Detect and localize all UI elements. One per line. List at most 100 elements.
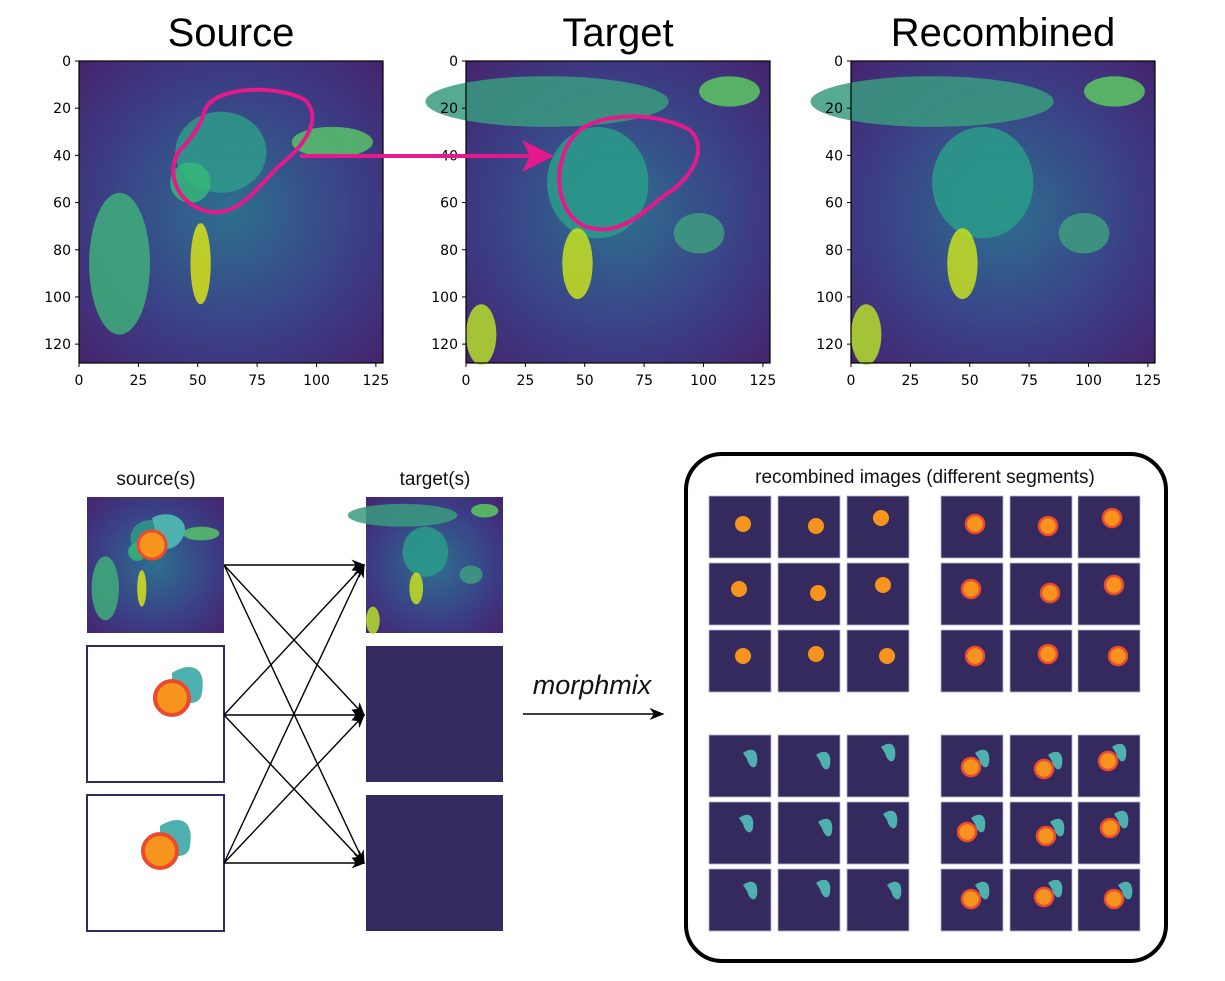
y-tick-label: 60 — [53, 196, 71, 212]
segment-circle — [1039, 582, 1061, 604]
axes-frame — [465, 60, 771, 364]
recombined-tile — [1077, 801, 1141, 865]
plot-title: Source — [168, 11, 295, 55]
y-tick-label: 0 — [834, 54, 843, 70]
recombined-tile — [846, 801, 910, 865]
mapping-arrow — [223, 563, 365, 716]
recombined-tile — [708, 629, 772, 693]
recombined-tile — [1009, 868, 1073, 932]
x-tick-label: 125 — [750, 373, 777, 389]
tissue-region — [562, 228, 593, 300]
tile-background — [777, 868, 841, 932]
tile-background — [708, 734, 772, 798]
recombined-label: recombined images (different segments) — [755, 467, 1095, 488]
y-tick-label: 100 — [44, 290, 71, 306]
segment-circle — [1035, 825, 1057, 847]
recombined-tile — [1009, 801, 1073, 865]
tissue-region — [137, 570, 147, 607]
segment-circle — [735, 516, 751, 532]
y-tick-label: 40 — [53, 148, 71, 164]
x-tick-label: 25 — [516, 373, 534, 389]
x-tick-label: 25 — [901, 373, 919, 389]
recombined-box — [684, 452, 1168, 963]
recombined-tile — [940, 734, 1004, 798]
source-mask — [86, 645, 225, 783]
segment-teal — [1114, 810, 1129, 829]
x-tick-label: 100 — [1075, 373, 1102, 389]
x-tick-label: 0 — [75, 373, 84, 389]
y-tick-label: 20 — [825, 101, 843, 117]
segment-teal — [1048, 879, 1063, 898]
recombined-tile — [708, 495, 772, 559]
tissue-region — [402, 526, 449, 577]
tissue-region — [471, 503, 499, 518]
segment-circle — [960, 578, 982, 600]
segment-teal — [743, 749, 758, 768]
target-mask — [366, 646, 503, 782]
x-tick-label: 75 — [248, 373, 266, 389]
segment-circle — [1033, 886, 1055, 908]
tile-background — [777, 734, 841, 798]
segment-circle — [960, 888, 982, 910]
recombined-tile — [1077, 734, 1141, 798]
segment-circle — [1103, 574, 1125, 596]
x-tick-label: 125 — [363, 373, 390, 389]
y-tick-label: 60 — [825, 196, 843, 212]
segment-circle — [956, 821, 978, 843]
segment-circle — [960, 756, 982, 778]
axes-frame — [850, 60, 1156, 364]
recombined-tile — [846, 495, 910, 559]
segment-circle — [1101, 507, 1123, 529]
segment-teal — [881, 743, 896, 762]
segment-teal — [1112, 743, 1127, 762]
method-label: morphmix — [533, 670, 653, 700]
tissue-region — [291, 126, 373, 158]
segment-teal — [1050, 818, 1065, 837]
tile-background — [777, 562, 841, 626]
segment-teal — [739, 814, 754, 833]
tissue-region — [1084, 76, 1145, 107]
recombined-tile — [708, 562, 772, 626]
recombined-tile — [940, 495, 1004, 559]
segment-teal — [975, 749, 990, 768]
recombined-tile — [1077, 868, 1141, 932]
mapping-arrow — [223, 713, 365, 864]
tissue-region — [932, 126, 1034, 239]
segment-circle — [1107, 645, 1129, 667]
target-image — [347, 497, 503, 634]
tile-background — [846, 868, 910, 932]
segment-teal — [816, 751, 831, 770]
mri-image — [810, 61, 1155, 365]
segment-teal — [1048, 751, 1063, 770]
mri-image — [79, 61, 383, 363]
tissue-region — [673, 213, 725, 254]
recombined-tile — [1077, 562, 1141, 626]
tissue-region — [547, 126, 649, 239]
recombined-tile — [846, 734, 910, 798]
segment-teal — [743, 881, 758, 900]
y-tick-label: 40 — [825, 148, 843, 164]
tissue-region — [91, 556, 119, 621]
tissue-region — [182, 526, 220, 541]
tissue-region — [699, 76, 760, 107]
segment-circle — [810, 585, 826, 601]
segment-circle — [1097, 750, 1119, 772]
tissue-region — [425, 76, 669, 127]
segment-circle — [808, 518, 824, 534]
tissue-region — [366, 606, 380, 634]
plot-title: Recombined — [891, 11, 1116, 55]
tile-background — [777, 629, 841, 693]
recombined-tile — [777, 734, 841, 798]
y-tick-label: 80 — [825, 243, 843, 259]
x-tick-label: 125 — [1135, 373, 1162, 389]
segment-teal — [1118, 881, 1133, 900]
sources-label: source(s) — [116, 469, 195, 490]
recombined-tile — [846, 868, 910, 932]
tile-background — [846, 495, 910, 559]
tile-background — [708, 629, 772, 693]
segment-teal — [971, 814, 986, 833]
targets-label: target(s) — [400, 469, 471, 490]
recombined-tile — [708, 801, 772, 865]
